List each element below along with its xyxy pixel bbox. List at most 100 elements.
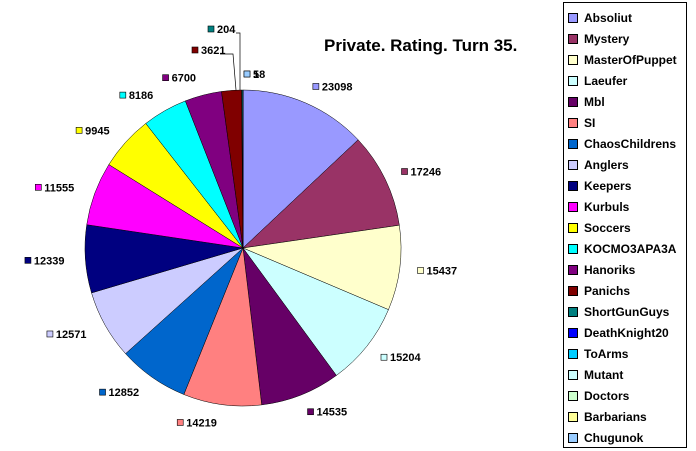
- pie-chart: 23098 17246 15437 15204 14535 14219 12852 12571…: [24, 24, 458, 429]
- data-label-kurbuls: 11555: [34, 182, 74, 194]
- data-label-mbl: 14535: [307, 407, 348, 419]
- data-label-key: [119, 91, 127, 99]
- data-label-text: 14535: [317, 407, 348, 419]
- legend-swatch: [568, 76, 578, 86]
- data-label-hanoriks: 6700: [162, 73, 196, 85]
- data-label-key: [191, 46, 199, 54]
- legend-item-doctors: Doctors: [568, 387, 629, 405]
- legend-item-mystery: Mystery: [568, 30, 629, 48]
- data-label-key: [24, 257, 32, 264]
- legend-label: ShortGunGuys: [584, 305, 670, 319]
- legend-label: Keepers: [584, 179, 632, 193]
- data-label-text: 12339: [34, 255, 65, 267]
- legend-swatch: [568, 244, 578, 254]
- legend-swatch: [568, 223, 578, 233]
- legend-label: Chugunok: [584, 431, 644, 445]
- legend-label: ChaosChildrens: [584, 137, 677, 151]
- pie-slice-laeufer: [242, 247, 389, 376]
- data-label-text: 17246: [411, 167, 442, 179]
- data-label-text: 12571: [56, 329, 87, 341]
- legend-item-panichs: Panichs: [568, 282, 630, 300]
- data-label-text: 5: [253, 69, 259, 81]
- data-label-key: [34, 183, 42, 191]
- legend-swatch: [568, 139, 578, 149]
- data-label-text: 9945: [85, 125, 109, 137]
- data-label-text: 18: [253, 69, 265, 81]
- data-label-key: [380, 353, 388, 361]
- legend-swatch: [568, 202, 578, 212]
- legend-item-kocmo3apa3a: KOCMO3APA3A: [568, 240, 676, 258]
- data-label-mystery: 17246: [401, 167, 442, 179]
- legend-item-laeufer: Laeufer: [568, 72, 627, 90]
- data-label-soccers: 9945: [75, 125, 110, 137]
- legend-swatch: [568, 370, 578, 380]
- legend-label: ToArms: [584, 347, 629, 361]
- legend-label: Mutant: [584, 368, 624, 382]
- data-label-si: 14219: [176, 417, 217, 429]
- data-label-key: [401, 168, 408, 175]
- legend-item-chaoschildrens: ChaosChildrens: [568, 135, 676, 153]
- legend-item-kurbuls: Kurbuls: [568, 198, 629, 216]
- legend-label: SI: [584, 116, 596, 130]
- legend-label: Laeufer: [584, 74, 628, 88]
- legend-item-si: SI: [568, 114, 595, 132]
- legend-swatch: [568, 328, 578, 338]
- data-label-text: 204: [217, 24, 236, 36]
- legend-item-shortgunguys: ShortGunGuys: [568, 303, 669, 321]
- legend-item-barbarians: Barbarians: [568, 408, 647, 426]
- legend-item-keepers: Keepers: [568, 177, 631, 195]
- legend-swatch: [568, 391, 578, 401]
- legend-label: Soccers: [584, 221, 631, 235]
- legend: Absoliut Mystery MasterOfPuppet Laeufer Mbl S…: [563, 2, 687, 448]
- data-label-laeufer: 15204: [380, 352, 421, 364]
- data-label-text: 3621: [201, 45, 225, 57]
- data-label-anglers: 12571: [46, 329, 87, 341]
- pie-slice-mystery: [242, 139, 400, 249]
- data-label-text: 12852: [109, 387, 140, 399]
- legend-label: Absoliut: [584, 11, 632, 25]
- data-label-text: 15437: [427, 265, 458, 277]
- leader-line-panichs: [220, 53, 237, 91]
- data-label-keepers: 12339: [24, 255, 65, 267]
- data-label-key: [176, 419, 184, 426]
- legend-item-hanoriks: Hanoriks: [568, 261, 635, 279]
- legend-swatch: [568, 160, 578, 170]
- legend-label: Hanoriks: [584, 263, 636, 277]
- legend-label: MasterOfPuppet: [584, 53, 677, 67]
- data-label-key: [162, 74, 169, 81]
- data-label-key: [312, 83, 320, 90]
- data-label-text: 6700: [172, 73, 196, 85]
- legend-swatch: [568, 97, 578, 107]
- data-label-text: 15204: [390, 352, 421, 364]
- legend-swatch: [568, 13, 578, 23]
- data-label-key: [46, 330, 54, 338]
- pie-slice-absoliut: [242, 89, 359, 249]
- legend-label: Barbarians: [584, 410, 647, 424]
- data-label-kocmo3apa3a: 8186: [119, 90, 153, 102]
- legend-label: Panichs: [584, 284, 631, 298]
- legend-item-anglers: Anglers: [568, 156, 629, 174]
- data-label-text: 11555: [44, 182, 74, 194]
- legend-item-chugunok: Chugunok: [568, 429, 643, 447]
- legend-swatch: [568, 118, 578, 128]
- legend-item-soccers: Soccers: [568, 219, 631, 237]
- legend-label: DeathKnight20: [584, 326, 669, 340]
- legend-swatch: [568, 433, 578, 443]
- legend-item-absoliut: Absoliut: [568, 9, 632, 27]
- data-label-key: [307, 408, 314, 416]
- legend-swatch: [568, 286, 578, 296]
- data-label-text: 23098: [322, 81, 353, 93]
- leader-line-shortgunguys: [236, 32, 241, 90]
- legend-swatch: [568, 307, 578, 317]
- legend-label: Anglers: [584, 158, 629, 172]
- data-label-key: [207, 25, 215, 33]
- chart-title: Private. Rating. Turn 35.: [324, 36, 518, 55]
- legend-swatch: [568, 265, 578, 275]
- legend-item-mutant: Mutant: [568, 366, 623, 384]
- legend-item-deathknight20: DeathKnight20: [568, 324, 669, 342]
- data-label-key: [99, 388, 106, 396]
- legend-swatch: [568, 55, 578, 65]
- legend-label: Mystery: [584, 32, 630, 46]
- data-label-key: [75, 127, 83, 134]
